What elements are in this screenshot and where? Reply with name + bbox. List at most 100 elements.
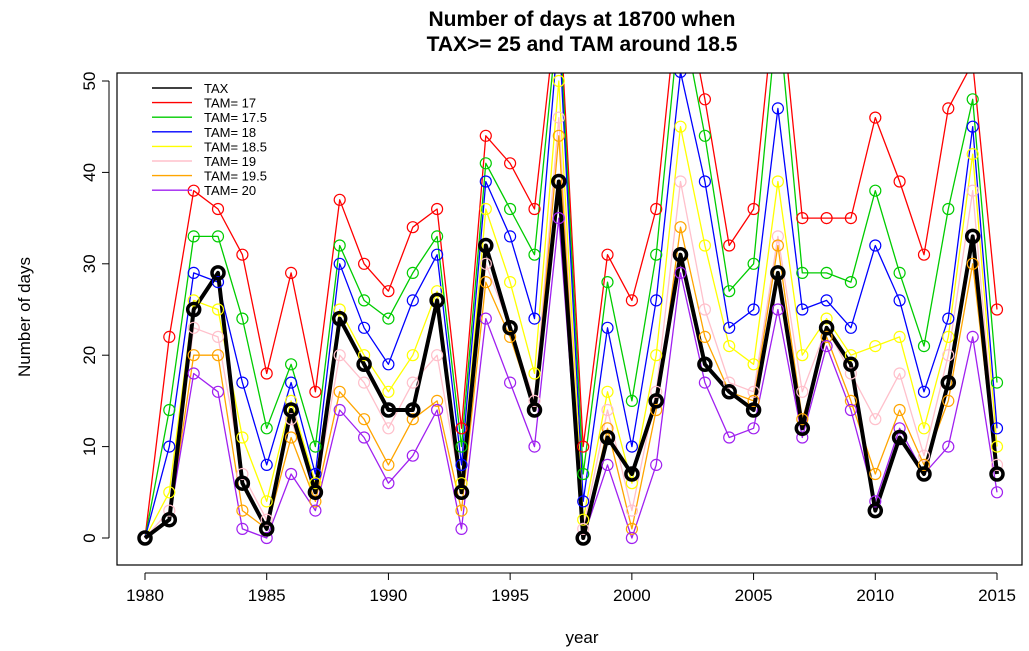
data-point-tam-19-1992 (431, 349, 444, 362)
data-point-tam-17-1983 (211, 202, 225, 216)
data-point-tam-20-1985 (260, 531, 273, 545)
x-tick-label-1980: 1980 (126, 586, 164, 605)
data-point-tam-20-1983 (211, 385, 225, 398)
data-point-tam-17-5-1987 (309, 440, 322, 453)
legend-label-tam-20: TAM= 20 (204, 183, 256, 198)
data-point-tam-18-1988 (333, 257, 346, 270)
data-point-tam-19-5-2009 (844, 394, 858, 407)
data-point-tam-17-5-1984 (236, 312, 249, 325)
data-point-tam-19-2003 (698, 303, 712, 316)
data-point-tam-17-5-2009 (844, 276, 858, 289)
data-point-tam-18-2000 (625, 440, 639, 453)
data-point-tax-1993 (453, 484, 470, 501)
data-point-tam-18-5-1999 (601, 385, 614, 398)
data-point-tam-17-1990 (382, 285, 395, 298)
x-tick-label-2010: 2010 (856, 586, 894, 605)
y-tick-label-0: 0 (80, 533, 99, 542)
data-point-tam-20-2014 (966, 330, 979, 343)
data-point-tax-1997 (551, 173, 567, 190)
data-point-tam-17-1994 (479, 129, 492, 142)
data-point-tam-17-2003 (698, 93, 712, 106)
data-point-tam-18-5-1989 (358, 349, 371, 362)
data-point-tam-18-5-2006 (771, 175, 785, 188)
data-point-tam-19-1990 (382, 422, 395, 435)
data-point-tax-2006 (770, 265, 786, 281)
data-point-tam-19-1982 (187, 321, 200, 334)
data-point-tam-20-1984 (236, 522, 249, 536)
data-point-tam-20-1993 (455, 522, 468, 536)
data-point-tam-18-2005 (747, 303, 760, 316)
data-point-tam-18-5-1993 (455, 477, 468, 490)
data-point-tam-19-1985 (260, 513, 273, 526)
data-point-tam-18-1993 (455, 458, 468, 471)
data-point-tam-19-5-2013 (942, 394, 955, 407)
data-point-tam-18-5-1991 (406, 349, 419, 362)
data-point-tam-18-2014 (966, 120, 979, 133)
data-point-tam-18-5-1997 (552, 74, 565, 88)
data-point-tam-19-2002 (674, 175, 687, 188)
data-point-tax-1995 (502, 320, 518, 336)
data-point-tam-18-1986 (285, 376, 298, 389)
legend-label-tam-18: TAM= 18 (204, 125, 256, 140)
data-point-tam-20-2015 (990, 486, 1004, 499)
data-point-tax-2003 (697, 356, 713, 373)
data-point-tam-17-2005 (747, 202, 760, 216)
data-point-tam-18-2012 (917, 385, 931, 398)
legend-label-tam-19: TAM= 19 (204, 154, 256, 169)
data-point-tam-20-1990 (382, 477, 395, 490)
data-point-tam-18-5-2008 (820, 312, 833, 325)
data-point-tam-18-5-2001 (650, 349, 663, 362)
data-point-tax-2012 (916, 466, 932, 482)
data-point-tam-18-5-1996 (528, 367, 541, 380)
data-point-tam-18-5-1995 (504, 276, 517, 289)
data-point-tam-20-2001 (650, 458, 663, 471)
data-point-tam-19-2004 (723, 376, 736, 389)
data-point-tam-18-1995 (504, 230, 517, 243)
data-point-tam-17-2013 (942, 102, 955, 115)
data-point-tam-18-2013 (942, 312, 955, 325)
data-point-tam-18-5-2007 (796, 349, 809, 362)
data-point-tam-19-5-2000 (625, 522, 639, 536)
data-point-tam-17-5-2010 (869, 184, 882, 197)
data-point-tam-17-2000 (625, 294, 639, 307)
data-point-tam-19-1981 (163, 504, 176, 517)
legend-label-tam-17: TAM= 17 (204, 96, 256, 111)
data-point-tam-18-1982 (187, 266, 200, 279)
data-point-tam-18-2011 (893, 294, 906, 307)
data-point-tam-20-1991 (406, 449, 419, 462)
data-point-tam-19-2015 (990, 458, 1004, 471)
series-line-tam-18-5 (144, 80, 998, 539)
data-point-tam-18-1999 (601, 321, 614, 334)
data-point-tam-18-2001 (650, 294, 663, 307)
x-tick-label-1985: 1985 (248, 586, 286, 605)
data-point-tax-1998 (575, 530, 591, 546)
data-point-tam-18-2007 (796, 303, 809, 316)
series-lines (143, 73, 999, 540)
data-point-tam-17-1991 (406, 221, 419, 234)
data-point-tam-18-1991 (406, 294, 419, 307)
data-point-tam-20-1988 (333, 403, 346, 417)
data-point-tax-1987 (307, 484, 324, 501)
data-point-tax-1994 (478, 237, 494, 254)
data-point-tam-18-2015 (990, 422, 1004, 435)
data-point-tam-18-2003 (698, 175, 712, 188)
x-tick-label-2005: 2005 (735, 586, 773, 605)
data-point-tax-2009 (843, 356, 859, 373)
data-point-tam-19-5-1989 (358, 413, 371, 426)
data-point-tax-1983 (210, 265, 226, 281)
data-point-tam-17-2009 (844, 212, 858, 225)
data-point-tam-19-1989 (358, 376, 371, 389)
data-point-tam-20-2005 (747, 422, 760, 435)
legend-label-tam-17-5: TAM= 17.5 (204, 110, 267, 125)
x-axis: 1980 1985 1990 1995 2000 2005 2010 2015 (126, 572, 1016, 605)
data-point-tam-19-5-2001 (650, 403, 663, 417)
data-point-tam-18-5-2011 (893, 330, 906, 343)
data-point-tam-17-1996 (528, 202, 541, 216)
data-point-tam-20-2006 (771, 303, 785, 316)
data-point-tam-18-2004 (723, 321, 736, 334)
data-point-tam-19-2014 (966, 184, 979, 197)
data-point-tam-19-5-1988 (333, 385, 346, 398)
series-points (137, 73, 1005, 546)
